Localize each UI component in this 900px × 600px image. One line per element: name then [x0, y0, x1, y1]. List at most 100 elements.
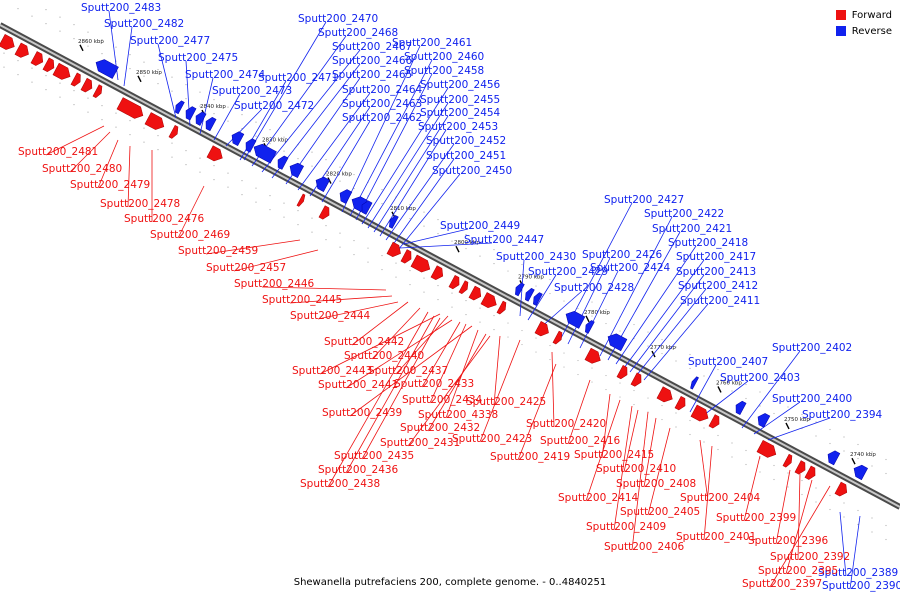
- guide-dot: [213, 179, 215, 181]
- forward-gene-label: Sputt200_2416: [540, 435, 621, 447]
- guide-dot: [535, 337, 537, 339]
- guide-dot: [437, 298, 439, 301]
- reverse-gene-leader: [379, 129, 447, 237]
- guide-dot: [3, 66, 5, 68]
- track-dots: [3, 8, 887, 541]
- guide-dot: [675, 412, 677, 414]
- reverse-gene-leader: [123, 26, 133, 87]
- guide-dot: [871, 531, 873, 533]
- guide-dot: [311, 231, 313, 233]
- guide-dot: [493, 262, 495, 265]
- forward-gene-leader: [351, 301, 409, 346]
- forward-gene-leader: [205, 239, 301, 255]
- reverse-gene-label: Sputt200_2411: [680, 295, 760, 307]
- forward-gene-leader: [361, 317, 441, 460]
- guide-dot: [311, 151, 313, 153]
- guide-dot: [731, 456, 733, 458]
- reverse-gene-label: Sputt200_2422: [644, 208, 724, 220]
- guide-dot: [871, 465, 873, 467]
- forward-gene-label: Sputt200_2457: [206, 262, 286, 274]
- forward-gene-leader: [613, 405, 633, 531]
- guide-dot: [633, 323, 635, 326]
- reverse-gene-label: Sputt200_2389: [818, 567, 898, 579]
- guide-dot: [521, 343, 523, 346]
- reverse-gene-leader: [629, 274, 705, 373]
- forward-gene: [296, 193, 306, 207]
- reverse-gene: [185, 106, 197, 121]
- guide-dot: [857, 523, 859, 526]
- reverse-gene-label: Sputt200_2417: [676, 251, 756, 263]
- guide-dot: [647, 345, 649, 347]
- reverse-gene-label: Sputt200_2468: [318, 27, 398, 39]
- forward-gene-label: Sputt200_2395: [758, 565, 838, 577]
- guide-dot: [185, 150, 187, 152]
- guide-dot: [871, 451, 873, 453]
- forward-gene-label: Sputt200_2478: [100, 198, 180, 210]
- guide-dot: [395, 262, 397, 264]
- legend-reverse: Reverse: [835, 23, 892, 39]
- guide-dot: [339, 232, 341, 234]
- forward-gene-label: Sputt200_2431: [380, 437, 460, 449]
- guide-dot: [17, 60, 19, 62]
- guide-dot: [871, 517, 873, 519]
- reverse-gene-label: Sputt200_2449: [440, 220, 520, 232]
- forward-gene: [496, 300, 507, 315]
- guide-dot: [759, 391, 761, 393]
- forward-gene-label: Sputt200_2444: [290, 310, 371, 322]
- guide-dot: [311, 165, 313, 167]
- forward-gene-label: Sputt200_2406: [604, 541, 685, 553]
- forward-gene: [116, 97, 144, 119]
- guide-dot: [507, 256, 509, 258]
- forward-gene: [584, 347, 601, 364]
- reverse-gene-leader: [643, 303, 709, 381]
- reverse-gene-leader: [615, 245, 697, 365]
- guide-dot: [115, 126, 117, 128]
- guide-dot: [353, 187, 355, 190]
- guide-dot: [857, 457, 859, 460]
- forward-gene-leader: [427, 333, 487, 432]
- forward-gene-label: Sputt200_2446: [234, 278, 315, 290]
- tick-label: 2840 kbp: [200, 104, 226, 110]
- forward-gene: [794, 460, 806, 475]
- guide-dot: [535, 351, 537, 353]
- genome-backbone-highlight: [0, 24, 900, 508]
- guide-dot: [409, 217, 411, 220]
- reverse-gene: [735, 400, 747, 416]
- tick-mark: [79, 44, 84, 52]
- legend-forward-label: Forward: [851, 9, 892, 21]
- guide-dot: [59, 16, 61, 18]
- reverse-gene-label: Sputt200_2453: [418, 121, 498, 133]
- reverse-gene-label: Sputt200_2418: [668, 237, 748, 249]
- reverse-gene-label: Sputt200_2474: [185, 69, 266, 81]
- guide-dot: [815, 487, 817, 489]
- reverse-gene-label: Sputt200_2466: [332, 55, 413, 67]
- reverse-gene: [253, 143, 277, 164]
- guide-dot: [129, 54, 131, 56]
- guide-dot: [731, 390, 733, 392]
- reverse-gene-label: Sputt200_2400: [772, 393, 852, 405]
- guide-dot: [227, 186, 229, 188]
- forward-gene-label: Sputt200_2397: [742, 578, 822, 590]
- reverse-gene-label: Sputt200_2413: [676, 266, 756, 278]
- forward-gene-leader: [69, 131, 111, 173]
- guide-dot: [801, 479, 803, 482]
- guide-dot: [73, 24, 75, 26]
- forward-gene: [92, 84, 103, 99]
- forward-gene-leader: [643, 417, 657, 488]
- guide-dot: [185, 164, 187, 166]
- forward-gene-leader: [585, 399, 621, 502]
- forward-gene: [52, 62, 71, 80]
- reverse-gene-leader: [361, 87, 449, 225]
- forward-gene-leader: [493, 335, 501, 406]
- reverse-gene-label: Sputt200_2424: [590, 262, 671, 274]
- reverse-gene: [389, 215, 399, 229]
- reverse-gene: [525, 287, 535, 302]
- reverse-gene-label: Sputt200_2428: [554, 282, 634, 294]
- forward-gene-leader: [601, 393, 611, 459]
- guide-dot: [661, 404, 663, 407]
- forward-gene-label: Sputt200_2415: [574, 449, 654, 461]
- forward-swatch: [835, 10, 846, 20]
- guide-dot: [101, 39, 103, 41]
- guide-dot: [241, 180, 243, 182]
